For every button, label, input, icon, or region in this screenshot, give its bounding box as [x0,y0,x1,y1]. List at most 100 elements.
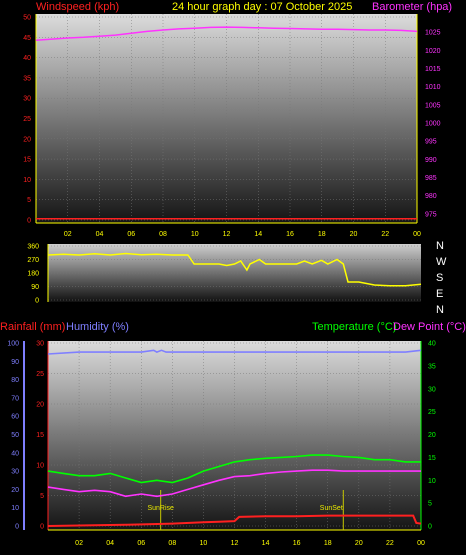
dewpoint-axis-label: Dew Point (°C) [393,321,466,333]
humidity-tick-label: 30 [11,469,19,476]
humidity-series-line [47,349,422,355]
windspeed-tick-label: 25 [23,116,31,123]
humidity-axis-label: Humidity (%) [66,321,129,333]
direction-tick-label: 270 [27,257,39,264]
windspeed-tick-label: 50 [23,15,31,22]
rainfall-tick-label: 15 [36,432,44,439]
wind-x-tick-label: 00 [413,231,421,238]
barometer-tick-label: 1005 [425,102,441,109]
wind-x-tick-label: 10 [191,231,199,238]
windspeed-tick-label: 35 [23,75,31,82]
temp-x-tick-label: 12 [231,540,239,547]
rainfall-tick-label: 5 [40,493,44,500]
humidity-tick-label: 80 [11,377,19,384]
barometer-tick-label: 1010 [425,84,441,91]
direction-tick-label: 360 [27,244,39,251]
barometer-tick-label: 980 [425,193,437,200]
wind-x-tick-label: 20 [350,231,358,238]
rainfall-tick-label: 0 [40,524,44,531]
wind-x-tick-label: 22 [381,231,389,238]
humidity-tick-label: 70 [11,395,19,402]
wind-x-tick-label: 12 [223,231,231,238]
temperature-tick-label: 10 [428,478,436,485]
windspeed-tick-label: 10 [23,177,31,184]
rainfall-tick-label: 25 [36,371,44,378]
windspeed-tick-label: 0 [27,218,31,225]
temperature-tick-label: 35 [428,363,436,370]
compass-e: E [436,288,443,300]
humidity-tick-label: 50 [11,432,19,439]
temperature-tick-label: 20 [428,432,436,439]
humidity-tick-label: 60 [11,414,19,421]
temperature-tick-label: 30 [428,386,436,393]
temperature-tick-label: 15 [428,455,436,462]
dewpoint-series-line [47,469,421,498]
direction-tick-label: 0 [35,298,39,305]
rainfall-axis-label: Rainfall (mm) [0,321,65,333]
temperature-series-line [47,454,421,484]
windspeed-tick-label: 5 [27,197,31,204]
humidity-tick-label: 20 [11,487,19,494]
temp-x-tick-label: 20 [355,540,363,547]
compass-n-top: N [436,240,444,252]
temp-x-tick-label: 02 [75,540,83,547]
wind-x-tick-label: 18 [318,231,326,238]
barometer-tick-label: 1000 [425,121,441,128]
temp-x-tick-label: 14 [262,540,270,547]
chart-title: 24 hour graph day : 07 October 2025 [172,1,352,13]
rainfall-tick-label: 20 [36,402,44,409]
rainfall-tick-label: 10 [36,463,44,470]
wind-x-tick-label: 06 [127,231,135,238]
temperature-tick-label: 40 [428,341,436,348]
temp-x-tick-label: 16 [293,540,301,547]
barometer-tick-label: 975 [425,211,437,218]
rainfall-series-line [47,514,422,527]
windspeed-tick-label: 45 [23,35,31,42]
temp-x-tick-label: 18 [324,540,332,547]
temperature-axis-label: Temperature (°C) [312,321,396,333]
temperature-tick-label: 5 [428,501,432,508]
barometer-series-line [35,26,418,41]
temp-x-tick-label: 06 [137,540,145,547]
barometer-tick-label: 1015 [425,66,441,73]
windspeed-tick-label: 20 [23,136,31,143]
barometer-tick-label: 990 [425,157,437,164]
humidity-tick-label: 10 [11,505,19,512]
windspeed-tick-label: 15 [23,157,31,164]
barometer-tick-label: 995 [425,139,437,146]
wind-x-tick-label: 16 [286,231,294,238]
windspeed-axis-label: Windspeed (kph) [36,1,119,13]
temp-x-tick-label: 04 [106,540,114,547]
barometer-tick-label: 985 [425,175,437,182]
rainfall-tick-label: 30 [36,341,44,348]
windspeed-tick-label: 30 [23,96,31,103]
wind-x-tick-label: 02 [64,231,72,238]
wind-x-tick-label: 14 [254,231,262,238]
temp-x-tick-label: 22 [386,540,394,547]
temp-hum-plot-area [48,341,421,530]
temp-x-tick-label: 00 [417,540,425,547]
barometer-axis-label: Barometer (hpa) [372,1,452,13]
direction-tick-label: 90 [31,284,39,291]
temp-x-tick-label: 08 [168,540,176,547]
barometer-tick-label: 1025 [425,30,441,37]
humidity-tick-label: 40 [11,450,19,457]
barometer-tick-label: 1020 [425,48,441,55]
temp-x-tick-label: 10 [200,540,208,547]
humidity-tick-label: 100 [7,341,19,348]
compass-w: W [436,256,447,268]
compass-n-bottom: N [436,304,444,316]
wind-direction-series-line [47,252,422,287]
sunrise-label: SunRise [147,505,174,512]
wind-x-tick-label: 04 [96,231,104,238]
temperature-tick-label: 25 [428,409,436,416]
humidity-tick-label: 90 [11,359,19,366]
compass-s: S [436,272,443,284]
direction-tick-label: 180 [27,271,39,278]
temperature-tick-label: 0 [428,524,432,531]
sunset-label: SunSet [320,505,343,512]
wind-x-tick-label: 08 [159,231,167,238]
humidity-tick-label: 0 [15,524,19,531]
